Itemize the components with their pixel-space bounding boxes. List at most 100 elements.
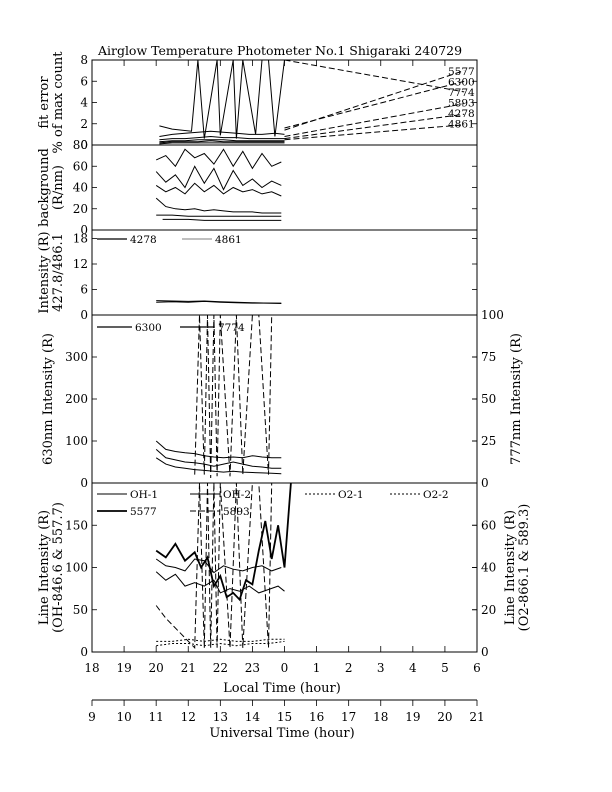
y-axis-label: background — [37, 148, 52, 227]
legend-label-O2-1: O2-1 — [338, 489, 364, 501]
y-tick-label: 6 — [80, 283, 88, 297]
x-tick-label: 17 — [341, 710, 356, 724]
series-group — [159, 60, 465, 145]
series-line-O2-2 — [156, 640, 285, 647]
x-tick-label: 2 — [345, 661, 353, 675]
y-tick-label: 12 — [73, 257, 88, 271]
series-line-bg-d — [155, 197, 282, 214]
y-tick-label: 50 — [73, 603, 88, 617]
series-line-6300-b — [155, 449, 282, 469]
x-tick-label: 14 — [245, 710, 261, 724]
y-axis-label: Intensity (R) — [37, 231, 52, 313]
x-tick-label: 12 — [181, 710, 196, 724]
x-tick-label: 9 — [88, 710, 96, 724]
series-line-6300-c — [155, 457, 282, 475]
y-tick-label: 60 — [73, 159, 88, 173]
legend-label-4861: 4861 — [448, 119, 475, 131]
legend-label-5893: 5893 — [223, 506, 250, 518]
series-line-5577 — [159, 130, 285, 137]
series-line-bg-a — [155, 148, 282, 170]
y-tick-label: 2 — [80, 117, 88, 131]
series-line-4861 — [159, 142, 285, 145]
legend-label-7774: 7774 — [448, 87, 475, 99]
x-tick-label: 0 — [281, 661, 289, 675]
x-tick-label: 20 — [149, 661, 164, 675]
y-tick-right-label: 100 — [481, 308, 504, 322]
panel-frame — [91, 144, 478, 231]
y-tick-label: 0 — [80, 308, 88, 322]
legend-label-OH-2: OH-2 — [223, 489, 251, 501]
series-line-7774 — [159, 60, 285, 139]
y-tick-label: 80 — [73, 138, 88, 152]
panel-intensity_6300_7774: 0 100 200 300 0 25 50 75 100 630nm Intensity (R) 7… — [41, 308, 524, 490]
x-tick-label: 19 — [405, 710, 420, 724]
series-line-bg-b — [155, 165, 282, 191]
legend-label-5577: 5577 — [130, 506, 157, 518]
series-line-O2-1 — [156, 638, 285, 642]
x-tick-label: 4 — [409, 661, 417, 675]
y-tick-label: 18 — [73, 232, 88, 246]
x-axis-universal: 9 10 11 12 13 14 15 16 17 18 19 20 21 — [88, 699, 485, 724]
y-tick-right-label: 0 — [481, 645, 489, 659]
y-tick-right-label: 50 — [481, 392, 496, 406]
series-line-4861 — [156, 300, 282, 304]
panel-frame — [91, 314, 478, 484]
y-axis-right-label: Line Intensity (R) — [503, 510, 518, 625]
series-line-OH-2 — [155, 558, 282, 574]
y-tick-label: 20 — [73, 202, 88, 216]
y-axis-label: (OH-846.6 & 557.7) — [51, 502, 66, 633]
x-tick-label: 19 — [116, 661, 131, 675]
x-tick-label: 6 — [473, 661, 481, 675]
y-tick-label: 100 — [65, 561, 88, 575]
y-axis-label: % of max count — [51, 51, 66, 154]
x-tick-label: 10 — [116, 710, 131, 724]
y-tick-label: 150 — [65, 518, 88, 532]
x-tick-label: 1 — [313, 661, 321, 675]
series-line-4861-ext — [284, 124, 465, 141]
y-tick-right-label: 60 — [481, 518, 496, 532]
legend-label-OH-1: OH-1 — [130, 489, 158, 501]
y-axis-label: 630nm Intensity (R) — [41, 333, 56, 465]
x-axis-local-label: Local Time (hour) — [223, 681, 341, 696]
series-line-5893-ext — [284, 103, 465, 137]
x-tick-label: 21 — [469, 710, 484, 724]
y-tick-label: 200 — [65, 392, 88, 406]
y-tick-label: 0 — [80, 476, 88, 490]
series-line-bg-e — [156, 214, 282, 217]
x-tick-label: 5 — [441, 661, 449, 675]
y-tick-right-label: 75 — [481, 350, 496, 364]
y-axis-label: fit error — [37, 76, 52, 129]
x-tick-label: 20 — [437, 710, 452, 724]
x-tick-label: 18 — [84, 661, 99, 675]
y-tick-label: 8 — [80, 53, 88, 67]
y-tick-label: 300 — [65, 350, 88, 364]
series-group — [155, 315, 282, 479]
legend-label-4861: 4861 — [215, 234, 242, 246]
y-axis-label: (R/nm) — [51, 165, 66, 210]
y-tick-right-label: 40 — [481, 561, 496, 575]
x-tick-label: 23 — [245, 661, 260, 675]
legend-label-6300: 6300 — [448, 77, 475, 89]
y-axis-right-label: (O2-866.1 & 589.3) — [517, 504, 532, 632]
series-line-4278-ext — [284, 113, 465, 140]
y-axis-label: 427.8/486.1 — [51, 233, 66, 312]
series-line-5893 — [159, 139, 285, 143]
panel-background: 0 20 40 60 80 background (R/nm) — [37, 138, 478, 237]
legend-label-O2-2: O2-2 — [423, 489, 449, 501]
x-axis-universal-label: Universal Time (hour) — [209, 726, 354, 741]
y-tick-label: 4 — [80, 96, 88, 110]
x-tick-label: 11 — [149, 710, 164, 724]
y-axis-right-label: 777nm Intensity (R) — [509, 333, 524, 465]
legend-label-7774: 7774 — [218, 322, 245, 334]
x-tick-label: 21 — [181, 661, 196, 675]
y-tick-label: 0 — [80, 223, 88, 237]
chart-title: Airglow Temperature Photometer No.1 Shig… — [97, 43, 462, 58]
series-line-6300 — [155, 440, 282, 459]
x-tick-label: 3 — [377, 661, 385, 675]
series-line-bg-f — [162, 218, 282, 221]
y-tick-label: 6 — [80, 74, 88, 88]
x-tick-label: 15 — [277, 710, 292, 724]
y-tick-right-label: 25 — [481, 434, 496, 448]
